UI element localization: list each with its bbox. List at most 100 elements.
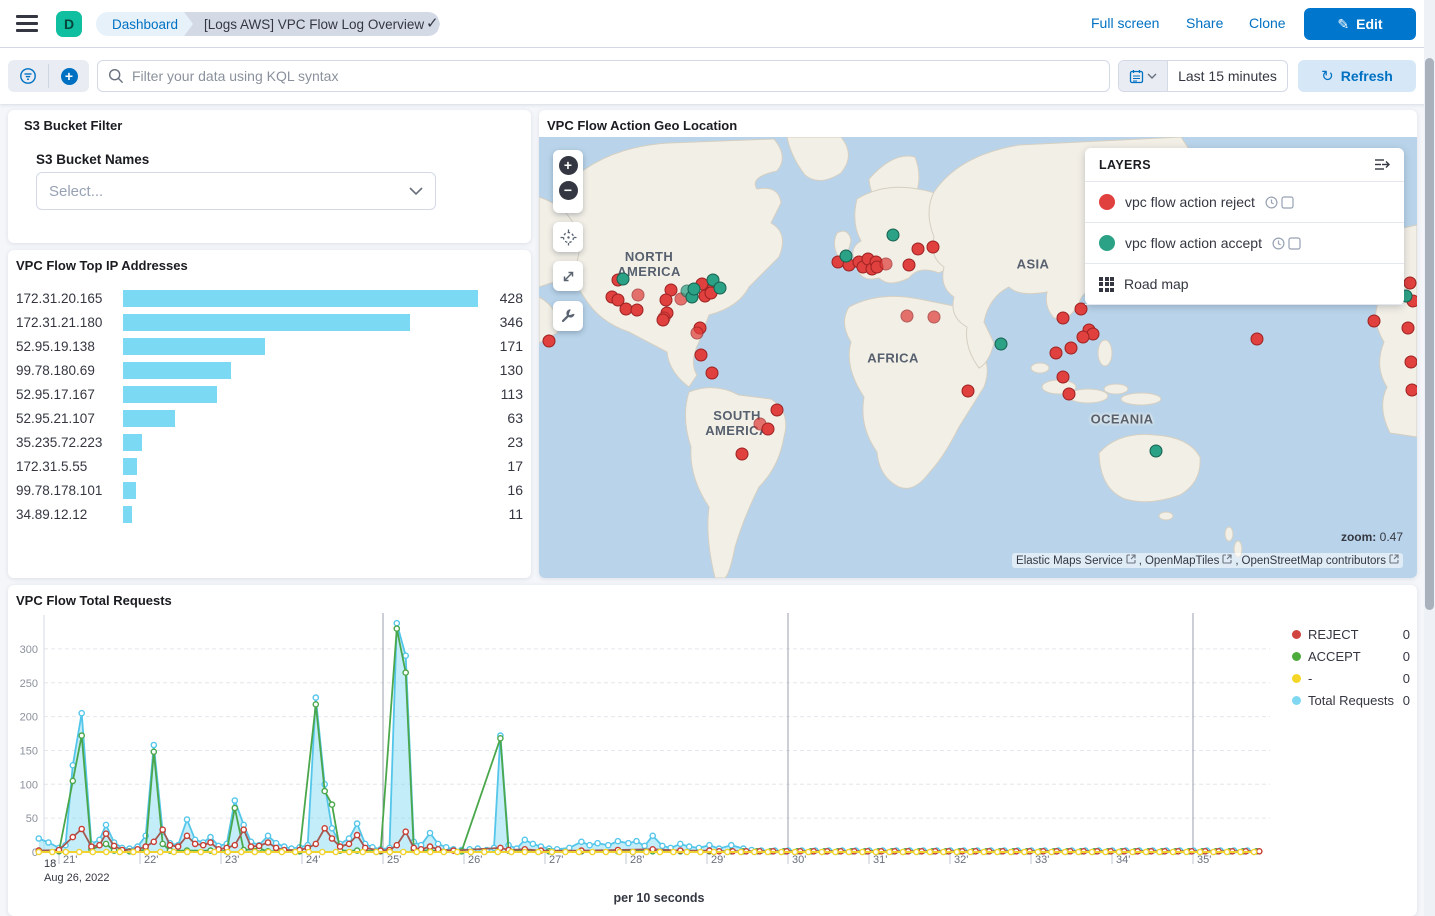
map-dot-reject[interactable] — [900, 309, 914, 323]
map-dot-reject[interactable] — [1076, 330, 1090, 344]
collapse-layers-icon[interactable] — [1374, 158, 1390, 171]
zoom-out-button[interactable]: − — [558, 181, 578, 200]
map-dot-reject[interactable] — [911, 242, 925, 256]
ip-address-label: 99.78.180.69 — [16, 362, 95, 378]
map-dot-reject[interactable] — [1401, 321, 1415, 335]
expand-icon[interactable] — [553, 261, 583, 291]
ip-bar[interactable] — [123, 409, 176, 427]
map-dot-accept[interactable] — [839, 249, 853, 263]
ip-address-label: 52.95.19.138 — [16, 338, 95, 354]
ip-bar[interactable] — [123, 457, 138, 475]
svg-text:300: 300 — [20, 644, 38, 656]
visibility-checkbox-icon[interactable] — [1288, 236, 1301, 250]
map-dot-accept[interactable] — [1149, 444, 1163, 458]
visibility-checkbox-icon[interactable] — [1281, 195, 1294, 209]
map-dot-reject[interactable] — [542, 334, 556, 348]
map-dot-reject[interactable] — [1074, 302, 1088, 316]
continent-label: OCEANIA — [1090, 411, 1154, 427]
ip-bar[interactable] — [123, 289, 478, 307]
svg-text:22': 22' — [144, 854, 158, 866]
map-dot-reject[interactable] — [770, 403, 784, 417]
map-dot-accept[interactable] — [616, 272, 630, 286]
map-dot-reject[interactable] — [690, 326, 704, 340]
full-screen-link[interactable]: Full screen — [1091, 15, 1160, 31]
breadcrumb-dashboard[interactable]: Dashboard — [96, 12, 198, 36]
layer-row[interactable]: vpc flow action reject — [1085, 182, 1404, 223]
map-dot-accept[interactable] — [994, 337, 1008, 351]
page-scrollbar[interactable] — [1424, 0, 1435, 916]
share-link[interactable]: Share — [1186, 15, 1224, 31]
layer-swatch — [1099, 235, 1115, 251]
legend-item[interactable]: ACCEPT 0 — [1292, 645, 1410, 667]
map-dot-reject[interactable] — [1404, 355, 1417, 369]
continent-label: SOUTH AMERICA — [705, 408, 769, 438]
layer-label: vpc flow action reject — [1125, 194, 1255, 210]
scrollbar-thumb[interactable] — [1425, 58, 1434, 610]
space-avatar[interactable]: D — [56, 11, 82, 37]
ip-count-value: 171 — [499, 338, 523, 354]
map-dot-reject[interactable] — [1049, 346, 1063, 360]
edit-button[interactable]: ✎ Edit — [1304, 8, 1416, 40]
calendar-dropdown-button[interactable] — [1119, 61, 1168, 91]
chart-legend: REJECT 0 ACCEPT 0-0 Total Requests 0 — [1292, 623, 1410, 711]
map-dot-reject[interactable] — [694, 348, 708, 362]
map-dot-reject[interactable] — [926, 240, 940, 254]
add-filter-icon[interactable]: + — [49, 60, 89, 92]
map-dot-reject[interactable] — [761, 422, 775, 436]
legend-item[interactable]: Total Requests 0 — [1292, 689, 1410, 711]
map-dot-reject[interactable] — [879, 257, 893, 271]
svg-text:29': 29' — [711, 854, 725, 866]
ip-address-label: 99.78.178.101 — [16, 482, 103, 498]
map-dot-reject[interactable] — [1064, 341, 1078, 355]
legend-item[interactable]: REJECT 0 — [1292, 623, 1410, 645]
map-dot-reject[interactable] — [659, 293, 673, 307]
layer-row[interactable]: vpc flow action accept — [1085, 223, 1404, 264]
world-map[interactable]: NORTH AMERICA SOUTH AMERICA AFRICA ASIA OCEA… — [539, 137, 1417, 578]
layer-row[interactable]: Road map — [1085, 264, 1404, 305]
map-dot-reject[interactable] — [927, 310, 941, 324]
map-dot-reject[interactable] — [1056, 311, 1070, 325]
map-dot-reject[interactable] — [705, 366, 719, 380]
legend-swatch — [1292, 673, 1301, 683]
clone-link[interactable]: Clone — [1249, 15, 1286, 31]
attribution-link[interactable]: Elastic Maps Service — [1016, 554, 1123, 567]
s3-bucket-names-label: S3 Bucket Names — [36, 152, 150, 167]
ip-bar[interactable] — [123, 313, 410, 331]
legend-item[interactable]: -0 — [1292, 667, 1410, 689]
zoom-in-button[interactable]: + — [558, 156, 578, 175]
kql-search-input[interactable] — [132, 68, 1099, 84]
map-dot-reject[interactable] — [1056, 370, 1070, 384]
map-dot-reject[interactable] — [902, 258, 916, 272]
ip-bar[interactable] — [123, 385, 217, 403]
map-dot-reject[interactable] — [631, 288, 645, 302]
ip-bar[interactable] — [123, 361, 231, 379]
map-dot-reject[interactable] — [1367, 314, 1381, 328]
ip-bar[interactable] — [123, 337, 265, 355]
map-dot-reject[interactable] — [656, 313, 670, 327]
ip-bar[interactable] — [123, 433, 143, 451]
map-dot-accept[interactable] — [713, 281, 727, 295]
crosshair-icon[interactable] — [553, 222, 583, 252]
time-range-value[interactable]: Last 15 minutes — [1178, 68, 1277, 84]
attribution-link[interactable]: OpenStreetMap contributors — [1241, 554, 1386, 567]
svg-text:24': 24' — [306, 854, 320, 866]
menu-icon[interactable] — [16, 15, 38, 32]
map-dot-reject[interactable] — [961, 384, 975, 398]
ip-bar[interactable] — [123, 505, 133, 523]
ip-bar[interactable] — [123, 481, 137, 499]
svg-text:30': 30' — [792, 854, 806, 866]
map-dot-reject[interactable] — [630, 303, 644, 317]
refresh-button[interactable]: ↻ Refresh — [1298, 60, 1416, 92]
filter-menu-icon[interactable] — [8, 60, 48, 92]
map-dot-reject[interactable] — [1062, 387, 1076, 401]
s3-bucket-select[interactable]: Select... — [36, 172, 436, 210]
map-dot-reject[interactable] — [1403, 276, 1417, 290]
map-dot-reject[interactable] — [1405, 383, 1417, 397]
ip-count-value: 11 — [508, 506, 523, 522]
map-dot-reject[interactable] — [735, 447, 749, 461]
attribution-link[interactable]: OpenMapTiles — [1144, 554, 1220, 567]
map-dot-accept[interactable] — [886, 228, 900, 242]
map-dot-reject[interactable] — [1250, 332, 1264, 346]
map-dot-accept[interactable] — [687, 282, 701, 296]
wrench-icon[interactable] — [553, 301, 583, 331]
